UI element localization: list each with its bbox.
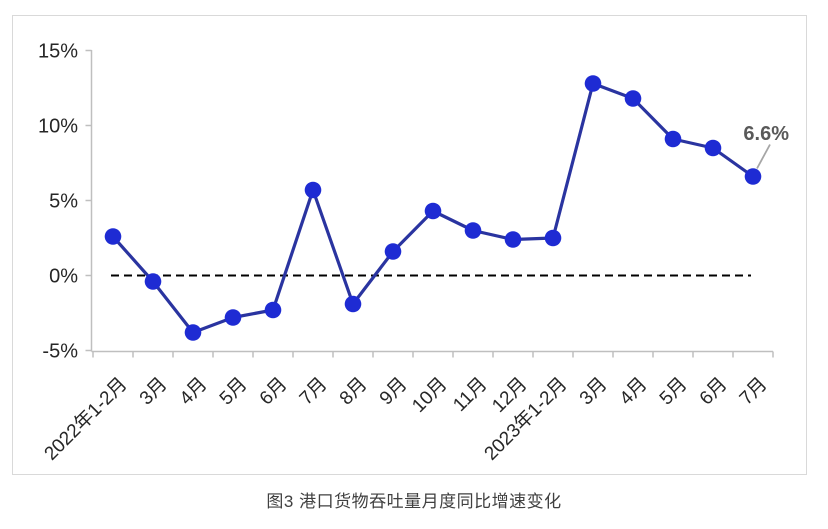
data-point xyxy=(384,243,402,260)
y-axis-label: 10% xyxy=(38,116,78,138)
data-point xyxy=(744,168,762,185)
annotation-leader-line xyxy=(756,144,771,169)
data-point xyxy=(464,222,482,239)
data-point xyxy=(424,202,442,220)
chart-caption: 图3 港口货物吞吐量月度同比增速变化 xyxy=(266,492,562,511)
annotation-label: 6.6% xyxy=(743,123,789,145)
y-axis-label: -5% xyxy=(42,341,78,363)
x-axis-label: 2022年1-2月 xyxy=(40,373,132,465)
x-axis-label: 4月 xyxy=(616,374,652,410)
data-point xyxy=(104,228,122,245)
x-axis-label: 10月 xyxy=(408,374,451,417)
x-axis-label: 6月 xyxy=(696,374,732,410)
data-point xyxy=(504,231,522,248)
data-point xyxy=(224,309,242,326)
x-axis-label: 4月 xyxy=(176,374,212,410)
x-axis-label: 5月 xyxy=(216,374,252,410)
y-axis-label: 15% xyxy=(38,41,78,63)
x-axis-label: 9月 xyxy=(376,374,412,410)
data-point xyxy=(304,181,322,199)
x-axis-label: 11月 xyxy=(449,374,491,416)
x-axis-label: 3月 xyxy=(136,374,172,410)
chart-frame xyxy=(12,15,807,475)
x-axis-label: 8月 xyxy=(336,374,372,410)
data-point xyxy=(344,295,362,313)
data-point xyxy=(584,75,602,92)
data-point xyxy=(144,273,162,290)
x-axis-label: 3月 xyxy=(576,374,612,410)
x-axis-label: 6月 xyxy=(256,374,292,410)
x-axis-label: 7月 xyxy=(736,374,772,410)
data-point xyxy=(184,324,202,341)
y-axis-label: 0% xyxy=(49,266,78,288)
data-point xyxy=(704,139,722,157)
x-axis-label: 5月 xyxy=(656,374,692,410)
data-point xyxy=(544,229,562,247)
x-axis-label: 7月 xyxy=(296,374,332,410)
y-axis-label: 5% xyxy=(49,191,78,213)
data-point xyxy=(624,90,642,107)
data-point xyxy=(264,301,282,319)
data-point xyxy=(664,130,682,148)
